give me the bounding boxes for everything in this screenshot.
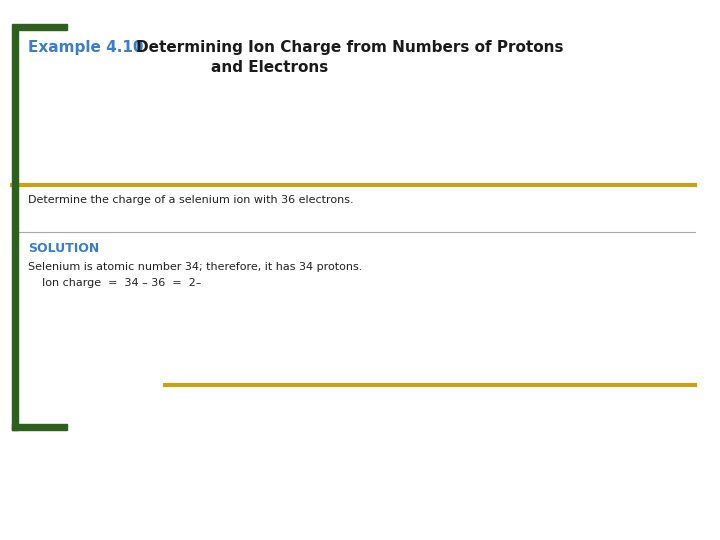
Text: Example 4.10: Example 4.10 xyxy=(28,40,143,55)
Bar xyxy=(12,30,18,430)
Text: SOLUTION: SOLUTION xyxy=(28,242,99,255)
Text: Determining Ion Charge from Numbers of Protons: Determining Ion Charge from Numbers of P… xyxy=(136,40,564,55)
Bar xyxy=(12,424,67,430)
Text: Selenium is atomic number 34; therefore, it has 34 protons.: Selenium is atomic number 34; therefore,… xyxy=(28,262,362,272)
Text: Ion charge  =  34 – 36  =  2–: Ion charge = 34 – 36 = 2– xyxy=(28,278,202,288)
Bar xyxy=(12,24,67,30)
Text: and Electrons: and Electrons xyxy=(211,60,328,75)
Text: Determine the charge of a selenium ion with 36 electrons.: Determine the charge of a selenium ion w… xyxy=(28,195,354,205)
